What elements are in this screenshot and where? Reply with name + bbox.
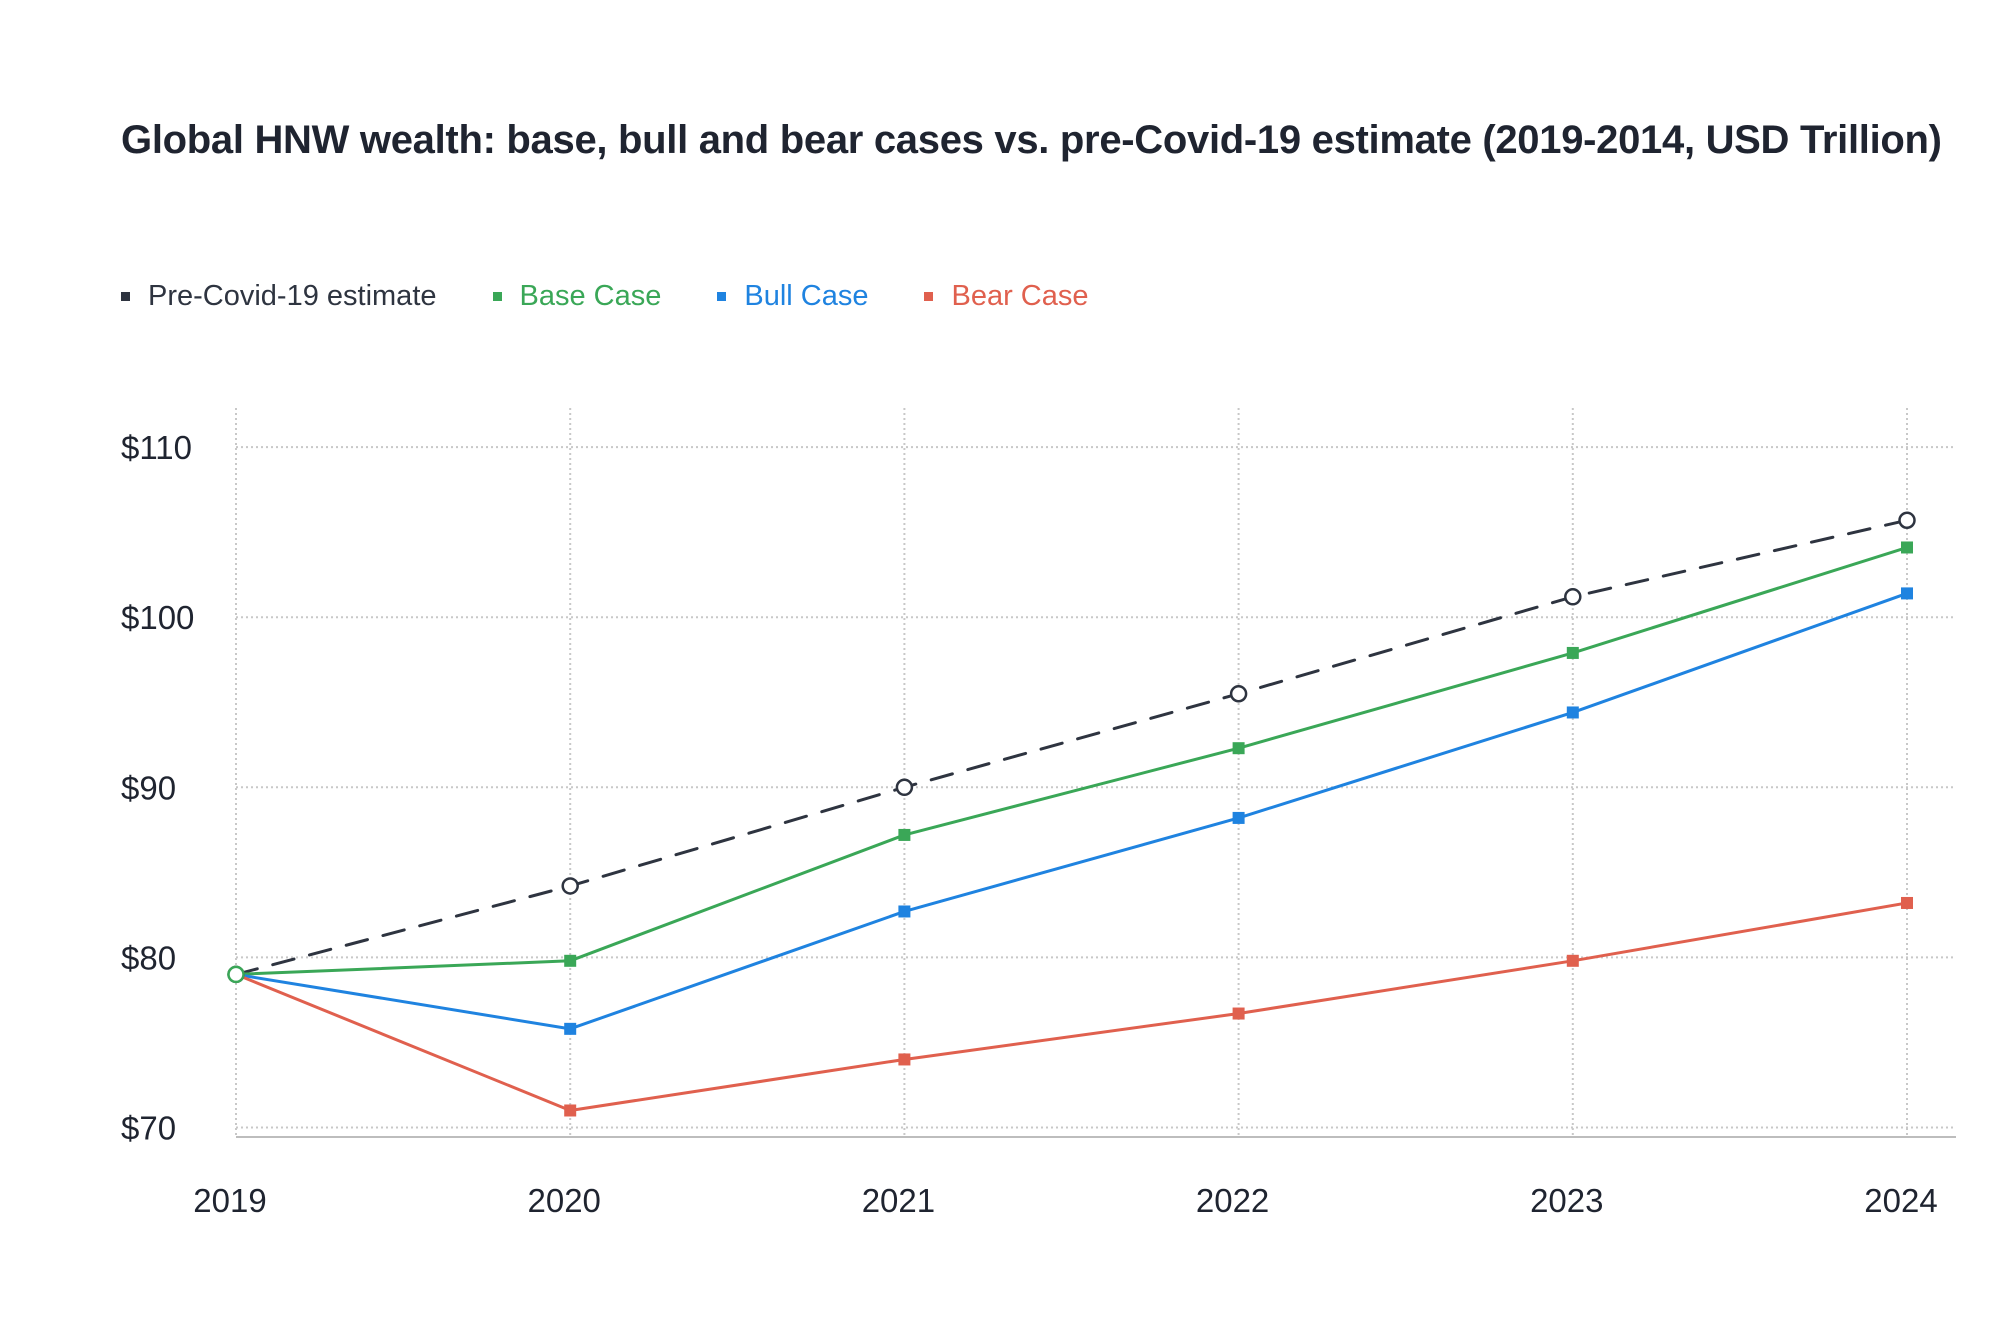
series-markers [227, 511, 1916, 1117]
legend-marker-pre-covid-19-estimate [121, 291, 130, 301]
grid [235, 408, 1956, 1136]
x-tick-label: 2019 [193, 1182, 266, 1219]
data-point-base-case [898, 828, 911, 841]
legend-item-pre-covid-19-estimate[interactable]: Pre-Covid-19 estimate [121, 280, 437, 313]
x-tick-label: 2020 [527, 1182, 600, 1219]
data-point-base-case [1901, 541, 1913, 554]
y-tick-label: $70 [121, 1109, 176, 1146]
legend-label-pre-covid-19-estimate: Pre-Covid-19 estimate [148, 279, 437, 312]
legend-item-bear-case[interactable]: Bear Case [924, 279, 1089, 313]
data-point-start-2019 [227, 965, 245, 984]
data-point-bear-case [1232, 1007, 1245, 1020]
data-point-bear-case [564, 1104, 577, 1117]
legend: Pre-Covid-19 estimate Base Case Bull Case B… [121, 276, 1145, 316]
chart-title: Global HNW wealth: base, bull and bear c… [121, 118, 1942, 162]
legend-label-bull-case: Bull Case [744, 279, 869, 312]
series-line-base-case [234, 545, 1909, 976]
axes: $70 $80 $90 $100 $110 2019 2020 2021 2022 2023 202… [121, 429, 1956, 1219]
data-point-base-case [1232, 742, 1245, 755]
legend-marker-base-case [492, 291, 502, 301]
data-point-base-case [1566, 646, 1579, 659]
x-tick-label: 2023 [1530, 1182, 1603, 1219]
legend-item-bull-case[interactable]: Bull Case [717, 280, 868, 313]
data-point-pre-covid-19-estimate [1564, 588, 1582, 606]
y-tick-label: $90 [121, 769, 176, 806]
series-line-pre-covid-19-estimate [234, 518, 1909, 976]
data-point-bear-case [1566, 954, 1579, 967]
y-tick-label: $100 [121, 599, 194, 636]
legend-label-bear-case: Bear Case [951, 279, 1089, 312]
legend-label-base-case: Base Case [519, 279, 662, 312]
legend-marker-bull-case [717, 291, 727, 301]
y-tick-label: $80 [121, 939, 176, 976]
data-point-bull-case [898, 905, 911, 918]
x-tick-label: 2024 [1864, 1182, 1937, 1219]
y-tick-label: $110 [121, 429, 192, 466]
data-point-base-case [564, 954, 577, 967]
x-tick-label: 2021 [862, 1182, 935, 1219]
data-point-bull-case [1566, 706, 1579, 719]
data-point-bear-case [898, 1053, 911, 1066]
data-point-pre-covid-19-estimate [1898, 511, 1916, 530]
data-point-pre-covid-19-estimate [895, 778, 914, 797]
legend-item-base-case[interactable]: Base Case [492, 279, 662, 313]
data-point-bear-case [1901, 896, 1913, 909]
series-line-bear-case [234, 901, 1909, 1112]
data-point-bull-case [1901, 587, 1913, 600]
legend-marker-bear-case [924, 291, 934, 301]
series-lines [234, 518, 1909, 1112]
x-tick-label: 2022 [1196, 1182, 1269, 1219]
series-line-bull-case [234, 591, 1909, 1031]
data-point-pre-covid-19-estimate [561, 877, 579, 895]
data-point-bull-case [1232, 811, 1245, 824]
data-point-pre-covid-19-estimate [1229, 685, 1248, 703]
data-point-bull-case [564, 1022, 577, 1035]
